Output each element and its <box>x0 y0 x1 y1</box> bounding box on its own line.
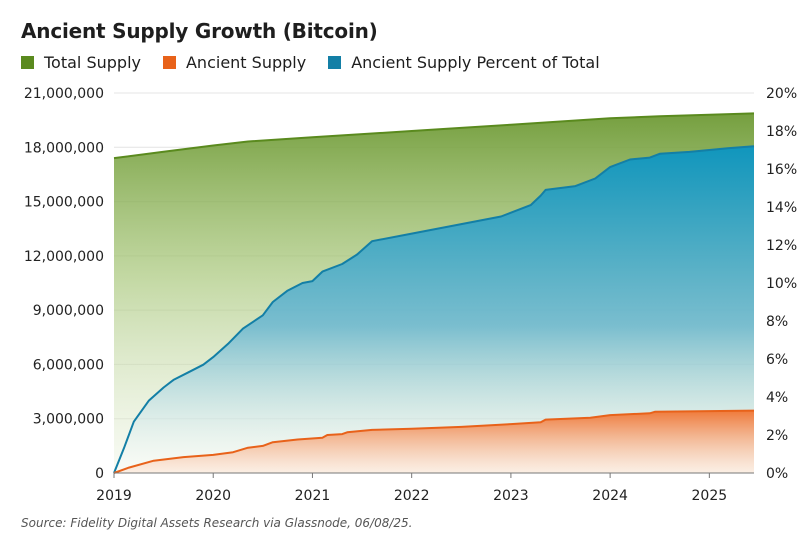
legend-item-ancient-supply: Ancient Supply <box>162 53 307 72</box>
legend-label-ancient-percent: Ancient Supply Percent of Total <box>351 53 600 72</box>
ancient-supply-line <box>113 409 755 474</box>
y-right-tick-label: 16% <box>766 162 797 178</box>
y-right-tick-label: 4% <box>766 390 788 406</box>
y-left-tick-label: 3,000,000 <box>33 412 104 428</box>
y-left-tick-label: 9,000,000 <box>33 303 104 319</box>
y-right-tick-label: 12% <box>766 238 797 254</box>
y-right-tick-label: 2% <box>766 428 788 444</box>
chart-title: Ancient Supply Growth (Bitcoin) <box>21 19 378 43</box>
ancient-supply-area <box>114 410 754 473</box>
axes: 0 3,000,000 6,000,000 9,000,000 12,000,000 15… <box>24 86 797 504</box>
legend-label-ancient-supply: Ancient Supply <box>185 53 307 72</box>
ancient-percent-line <box>113 145 755 474</box>
ancient-percent-area <box>114 146 754 473</box>
y-right-tick-label: 0% <box>766 466 788 482</box>
y-left-tick-label: 12,000,000 <box>24 249 104 265</box>
y-right-tick-label: 14% <box>766 200 797 216</box>
legend-label-total-supply: Total Supply <box>44 53 141 72</box>
source-note: Source: Fidelity Digital Assets Research… <box>21 516 413 530</box>
y-left-tick-label: 15,000,000 <box>24 195 104 211</box>
x-tick-label: 2022 <box>394 488 430 504</box>
legend-swatch-ancient-percent <box>328 56 342 69</box>
legend-item-total-supply: Total Supply <box>21 53 141 72</box>
x-tick-label: 2023 <box>493 488 529 504</box>
x-tick-label: 2021 <box>295 488 331 504</box>
y-right-tick-label: 20% <box>766 86 797 102</box>
x-tick-label: 2024 <box>592 488 628 504</box>
legend-swatch-ancient-supply <box>162 56 176 69</box>
y-right-tick-label: 10% <box>766 276 797 292</box>
x-tick-label: 2019 <box>96 488 132 504</box>
y-left-tick-label: 18,000,000 <box>24 140 104 156</box>
x-tick-label: 2025 <box>692 488 728 504</box>
legend-item-ancient-percent: Ancient Supply Percent of Total <box>328 53 600 72</box>
series-lines <box>113 112 755 474</box>
y-left-tick-label: 21,000,000 <box>24 86 104 102</box>
series-areas <box>114 113 754 474</box>
total-supply-line <box>113 112 755 160</box>
legend: Total Supply Ancient Supply Ancient Supp… <box>21 53 622 72</box>
y-left-tick-label: 0 <box>95 466 104 482</box>
y-right-tick-label: 18% <box>766 124 797 140</box>
y-left-tick-label: 6,000,000 <box>33 357 104 373</box>
y-right-tick-label: 6% <box>766 352 788 368</box>
y-right-tick-label: 8% <box>766 314 788 330</box>
x-tick-label: 2020 <box>195 488 231 504</box>
legend-swatch-total-supply <box>21 56 34 69</box>
